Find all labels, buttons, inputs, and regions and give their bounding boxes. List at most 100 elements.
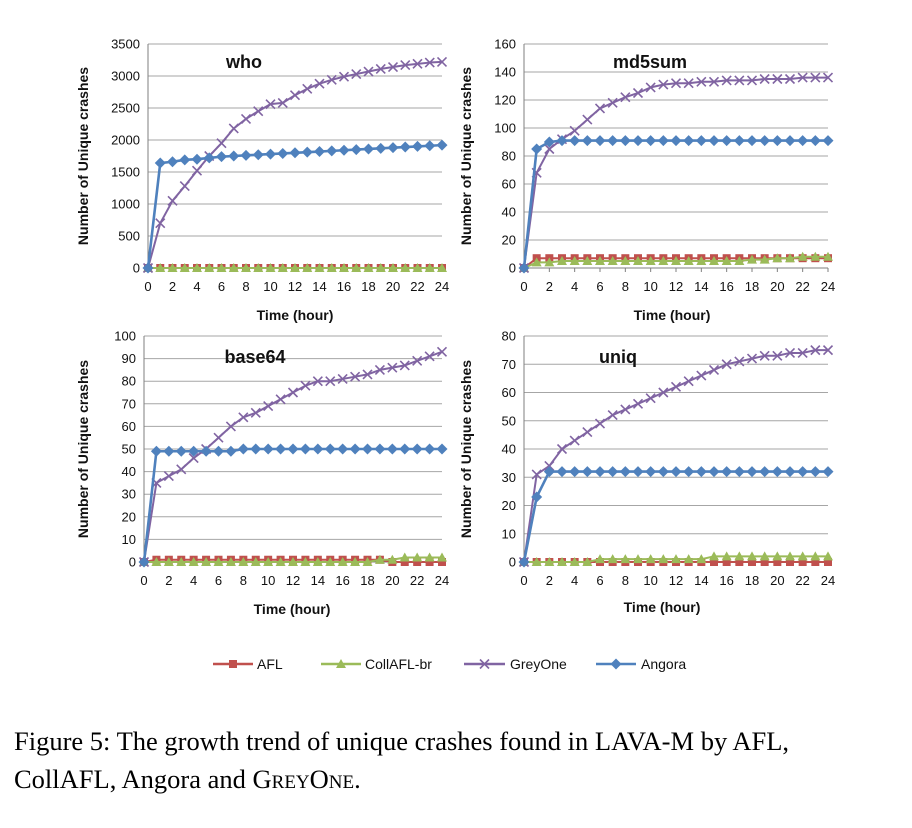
chart-md5sum-series-greyone-point-19-stroke-b xyxy=(759,73,770,85)
chart-base64-series-angora-point-14 xyxy=(312,443,324,455)
x-tick-label-20: 20 xyxy=(385,573,399,588)
x-tick-label-6: 6 xyxy=(215,573,222,588)
x-tick-label-20: 20 xyxy=(770,573,784,588)
chart-base64-series-collafl-br-point-10 xyxy=(263,557,274,566)
chart-uniq-y-axis: 0 10 20 30 40 50 60 70 80 xyxy=(502,329,828,570)
x-tick-label-18: 18 xyxy=(361,279,375,294)
chart-base64-series-greyone-point-21-stroke-b xyxy=(399,360,410,371)
x-tick-label-8: 8 xyxy=(622,573,629,588)
x-tick-label-8: 8 xyxy=(622,279,629,294)
chart-md5sum-series-greyone-point-15 xyxy=(708,76,720,87)
chart-who-series-angora-point-2 xyxy=(167,156,178,168)
chart-md5sum-y-axis-title: Number of Unique crashes xyxy=(458,67,474,245)
chart-who-series-collafl-br-point-19 xyxy=(375,263,386,272)
chart-md5sum-series-collafl-br-point-24 xyxy=(823,251,833,261)
chart-base64-series-afl-point-21 xyxy=(400,558,409,566)
chart-uniq-series-collafl-br-point-23 xyxy=(810,551,821,561)
chart-md5sum-series-greyone-point-10-stroke-b xyxy=(645,82,656,93)
x-tick-label-20: 20 xyxy=(770,279,784,294)
chart-who-series-collafl-br-point-6 xyxy=(216,263,227,272)
chart-base64-series-collafl-br-point-8 xyxy=(238,557,249,566)
chart-uniq-series-greyone-point-16 xyxy=(721,359,732,370)
y-tick-label-70: 70 xyxy=(502,357,516,372)
chart-md5sum-series-angora-point-15 xyxy=(708,135,720,147)
chart-base64-series-greyone-point-10 xyxy=(263,400,274,412)
x-tick-label-24: 24 xyxy=(435,279,449,294)
chart-who-y-axis: 0 500 1000 1500 2000 2500 3000 3500 xyxy=(111,37,442,276)
chart-uniq-series-greyone-point-23 xyxy=(810,345,821,356)
chart-uniq-series-collafl-br-point-10 xyxy=(645,554,656,564)
chart-base64-series-collafl-br-point-20 xyxy=(387,554,398,564)
chart-base64-series-greyone-point-2-stroke-b xyxy=(163,471,174,482)
chart-md5sum-series-collafl-br-point-9 xyxy=(633,256,643,265)
chart-uniq-series-collafl-br-point-2 xyxy=(544,557,555,566)
y-tick-label-50: 50 xyxy=(122,442,136,457)
chart-md5sum-series-greyone-line xyxy=(523,76,828,269)
chart-uniq-series-angora-point-10 xyxy=(645,466,657,478)
chart-uniq-series-angora-point-15 xyxy=(708,466,720,478)
chart-base64-x-axis-title: Time (hour) xyxy=(254,601,331,617)
chart-who-series-angora-point-24 xyxy=(436,139,448,151)
chart-uniq-series-collafl-br-point-9 xyxy=(633,554,643,564)
chart-base64-series-greyone-point-8-stroke-b xyxy=(238,412,249,423)
y-tick-label-0: 0 xyxy=(133,261,140,276)
chart-uniq-series-collafl-br-point-13 xyxy=(683,554,694,564)
x-tick-label-0: 0 xyxy=(520,279,527,294)
y-tick-label-120: 120 xyxy=(494,93,516,108)
y-tick-label-80: 80 xyxy=(122,374,136,389)
x-tick-label-6: 6 xyxy=(218,279,225,294)
x-tick-label-14: 14 xyxy=(312,279,326,294)
chart-base64-series-angora-point-16 xyxy=(337,443,349,455)
chart-who-series-greyone-point-3 xyxy=(179,181,190,192)
chart-who-series-collafl-br-point-11 xyxy=(277,263,288,272)
chart-uniq-series-greyone-point-9 xyxy=(632,398,644,409)
chart-base64-series-greyone-point-20-stroke-b xyxy=(387,362,398,373)
chart-uniq-series-angora-line xyxy=(522,470,828,563)
chart-uniq-series-greyone xyxy=(518,345,834,568)
chart-who-series-angora-point-20 xyxy=(387,142,399,154)
chart-md5sum-series-angora-point-21 xyxy=(784,135,796,147)
chart-base64-series-greyone-point-23-stroke-b xyxy=(424,351,435,362)
chart-uniq-series-angora-point-19 xyxy=(759,466,771,478)
chart-base64-series-greyone-point-23 xyxy=(424,351,435,362)
chart-md5sum-series-greyone-point-13-stroke-b xyxy=(683,78,694,89)
x-tick-label-2: 2 xyxy=(169,279,176,294)
x-tick-label-2: 2 xyxy=(165,573,172,588)
chart-uniq-x-axis-title: Time (hour) xyxy=(624,599,701,615)
chart-base64-series-collafl-br-point-24 xyxy=(437,552,447,562)
legend-item-afl-marker xyxy=(229,660,237,668)
chart-base64-series-collafl-br-point-5 xyxy=(201,557,212,566)
chart-uniq-series-greyone-point-1 xyxy=(531,469,542,480)
chart-uniq-series-collafl-br-point-3 xyxy=(557,557,567,566)
x-tick-label-12: 12 xyxy=(669,279,683,294)
chart-who-series-angora-point-16 xyxy=(338,144,350,156)
chart-who-series-angora-point-3 xyxy=(179,154,191,166)
chart-uniq-series-greyone-point-4 xyxy=(569,435,580,446)
x-tick-label-14: 14 xyxy=(311,573,325,588)
chart-uniq-series-angora-point-1 xyxy=(531,491,543,503)
y-tick-label-20: 20 xyxy=(122,509,136,524)
chart-md5sum-series-greyone-point-23 xyxy=(810,72,821,83)
chart-uniq-series-greyone-point-14 xyxy=(696,370,707,381)
x-tick-label-18: 18 xyxy=(360,573,374,588)
caption-main: Figure 5: The growth trend of unique cra… xyxy=(14,726,790,794)
chart-base64-series-angora-point-24 xyxy=(436,443,448,455)
chart-base64-series-greyone-point-17 xyxy=(350,371,361,382)
chart-base64-series-greyone-point-18-stroke-b xyxy=(362,369,373,380)
chart-who-series-angora-point-6 xyxy=(216,151,227,163)
chart-uniq-series-afl-point-24 xyxy=(824,558,832,566)
x-tick-label-10: 10 xyxy=(261,573,275,588)
chart-base64-series-greyone-point-7 xyxy=(225,421,236,432)
chart-base64-series-greyone-point-18 xyxy=(362,369,373,380)
chart-uniq-series-angora xyxy=(518,466,834,568)
chart-uniq-series-greyone-point-11-stroke-b xyxy=(658,387,669,398)
chart-md5sum-series-angora-point-8 xyxy=(619,135,631,147)
x-tick-label-4: 4 xyxy=(190,573,197,588)
y-tick-label-50: 50 xyxy=(502,413,516,428)
chart-uniq-x-axis: 0 2 4 6 8 10 12 14 16 18 20 22 24 xyxy=(520,562,835,588)
chart-uniq-series-greyone-point-18 xyxy=(746,353,758,364)
chart-base64-series-angora-point-8 xyxy=(237,443,249,455)
chart-uniq-series-greyone-point-10-stroke-b xyxy=(645,393,656,404)
